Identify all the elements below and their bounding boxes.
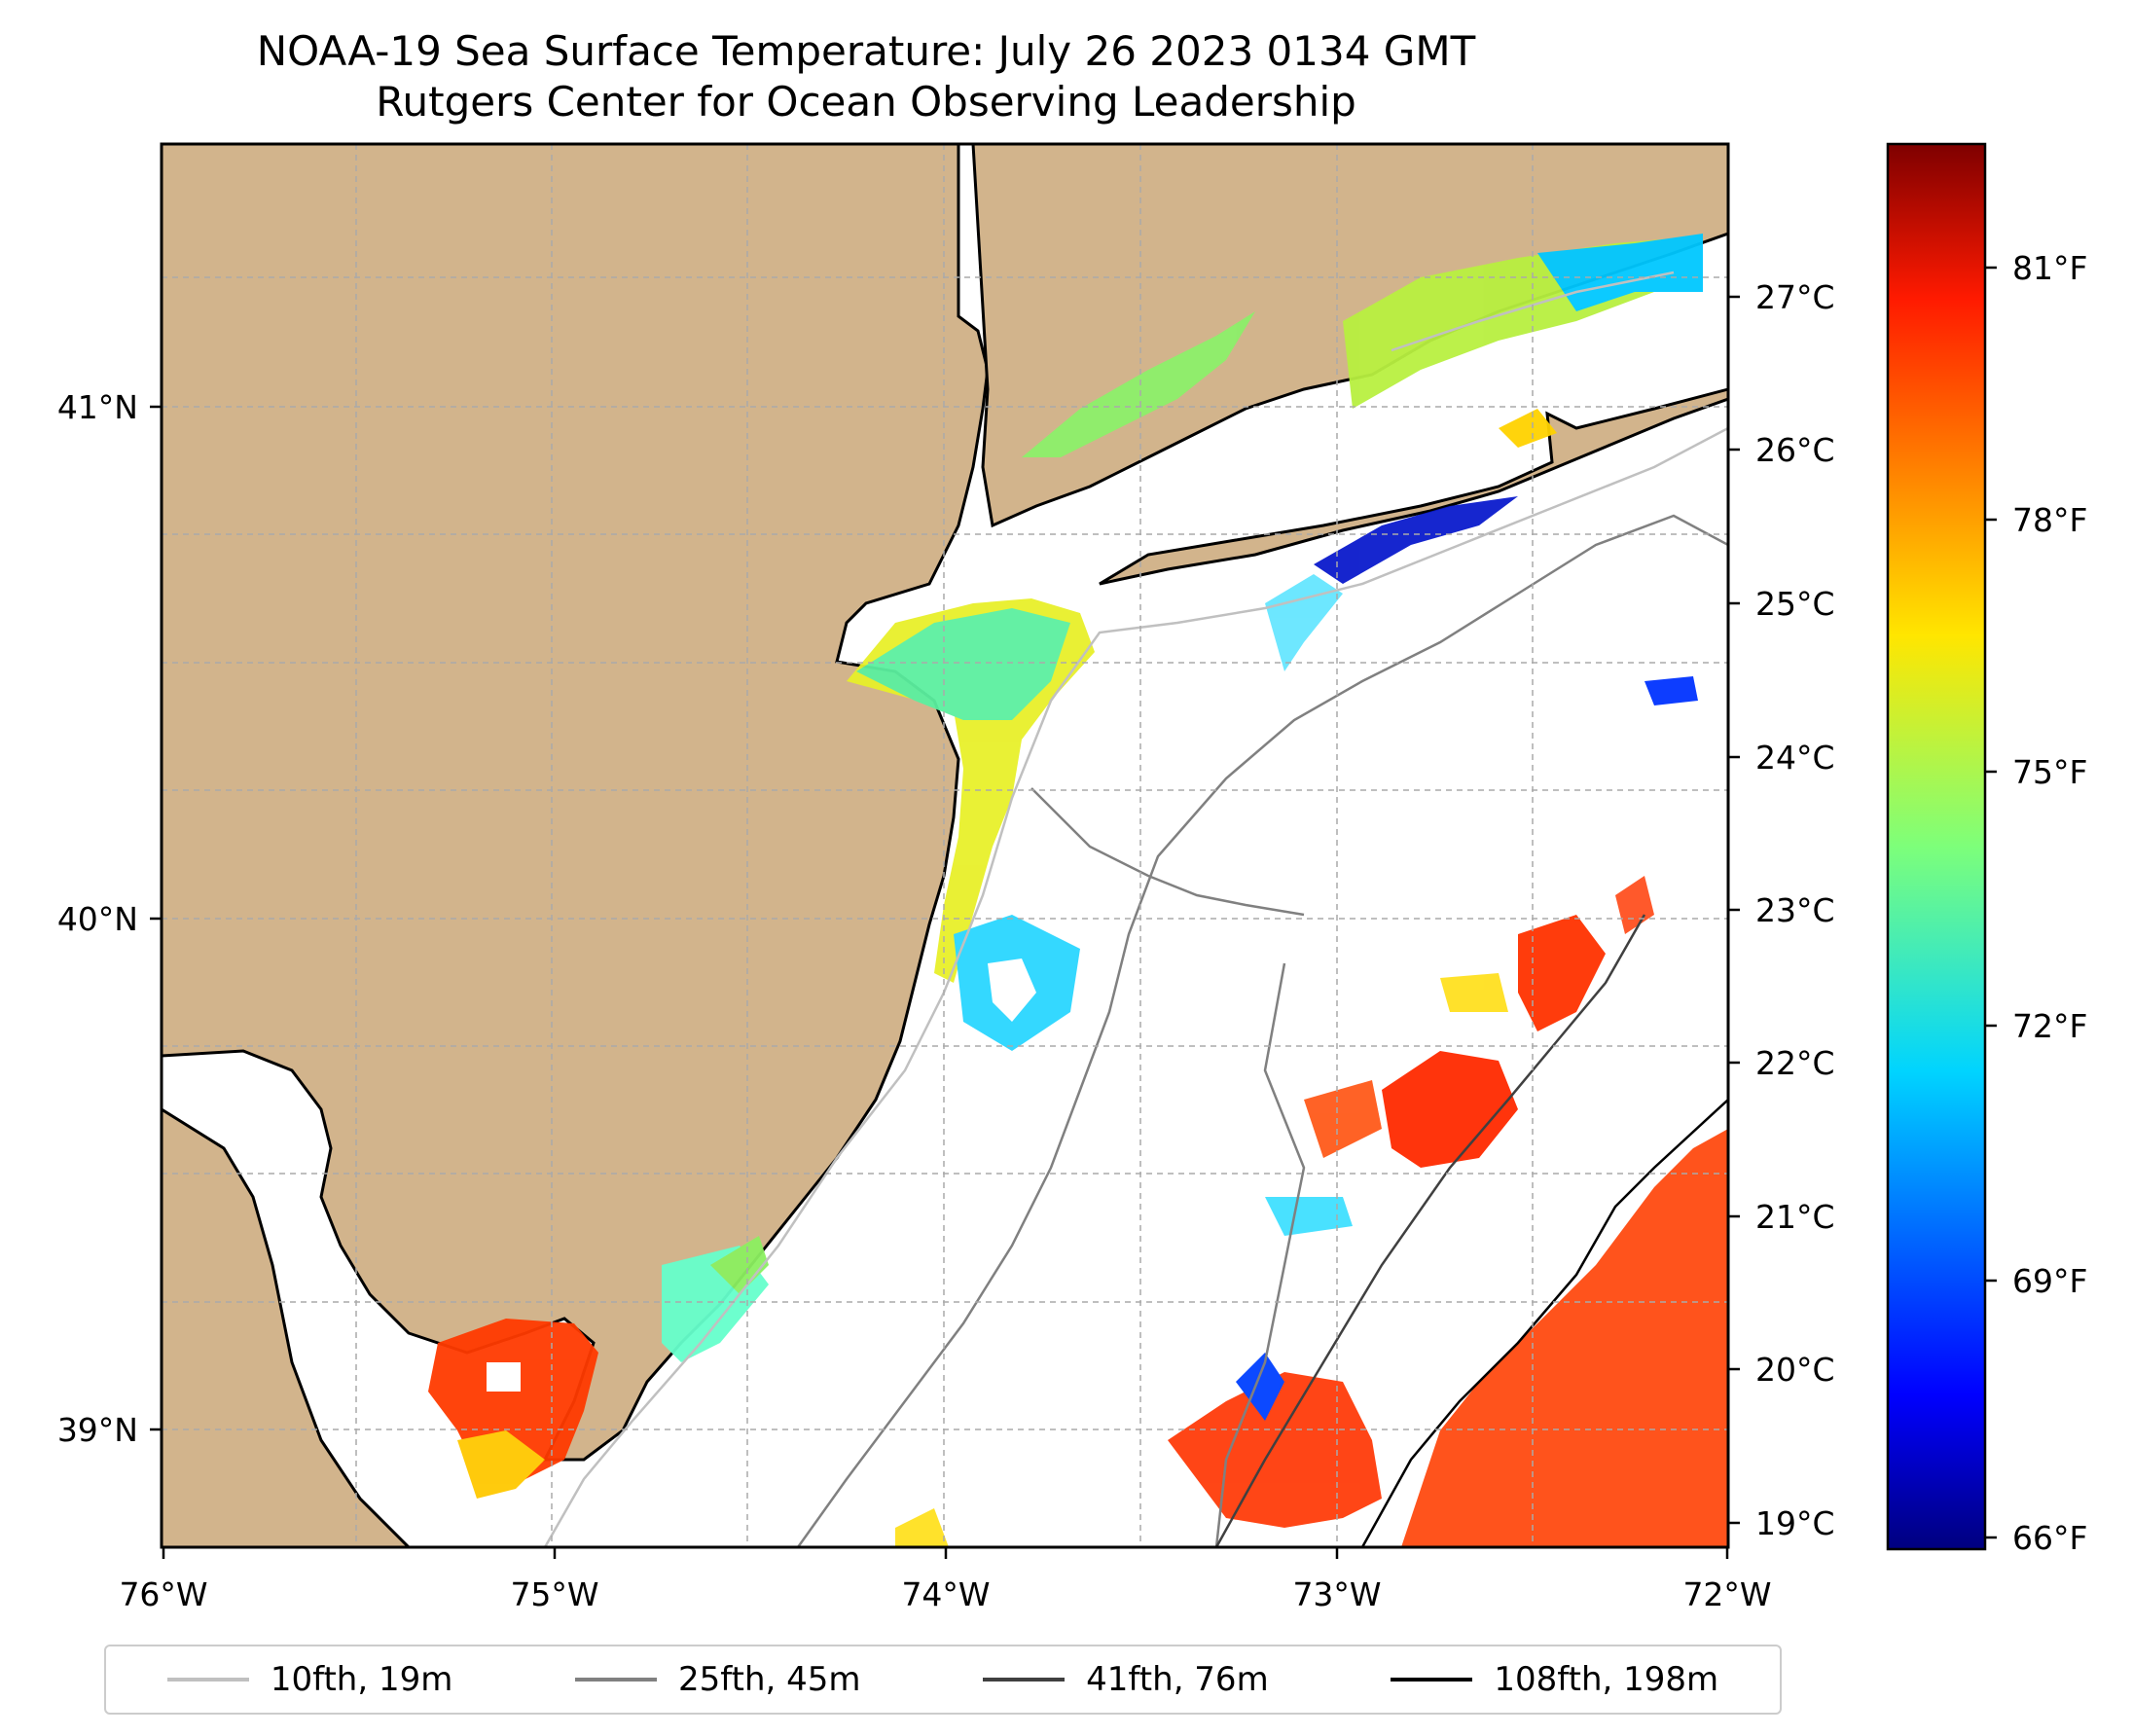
celsius-tick-label: 25°C: [1755, 585, 1835, 623]
lat-tick-label: 40°N: [57, 900, 138, 938]
legend-line-swatch: [983, 1678, 1066, 1682]
fahrenheit-tick-label: 66°F: [2012, 1519, 2087, 1557]
legend-label: 25fth, 45m: [678, 1660, 861, 1699]
celsius-tick-label: 23°C: [1755, 891, 1835, 929]
axis-ticks: [150, 405, 1729, 1559]
lat-tick-label: 41°N: [57, 388, 138, 426]
legend-label: 41fth, 76m: [1086, 1660, 1269, 1699]
land-mainland: [162, 144, 990, 1462]
celsius-axis-ticks: [1728, 295, 1740, 1525]
legend-item-41fth: 41fth, 76m: [983, 1660, 1269, 1699]
lon-tick-label: 73°W: [1292, 1575, 1381, 1613]
fahrenheit-tick-label: 81°F: [2012, 249, 2087, 287]
legend-line-swatch: [1391, 1678, 1473, 1682]
contour-legend: 10fth, 19m 25fth, 45m 41fth, 76m 108fth,…: [104, 1645, 1782, 1715]
celsius-tick-label: 19°C: [1755, 1504, 1835, 1542]
legend-label: 108fth, 198m: [1494, 1660, 1719, 1699]
colorbar: [1886, 142, 1987, 1551]
celsius-tick-label: 26°C: [1755, 431, 1835, 469]
legend-line-swatch: [575, 1678, 657, 1682]
gridlines: [162, 144, 1728, 1547]
fahrenheit-tick-label: 72°F: [2012, 1007, 2087, 1045]
fahrenheit-tick-label: 69°F: [2012, 1262, 2087, 1300]
celsius-tick-label: 27°C: [1755, 278, 1835, 316]
land-long-island: [1099, 387, 1728, 586]
legend-item-108fth: 108fth, 198m: [1391, 1660, 1718, 1699]
legend-item-25fth: 25fth, 45m: [575, 1660, 861, 1699]
map-title: NOAA-19 Sea Surface Temperature: July 26…: [256, 27, 1476, 75]
fahrenheit-tick-label: 78°F: [2012, 501, 2087, 539]
celsius-tick-label: 22°C: [1755, 1044, 1835, 1082]
celsius-tick-label: 24°C: [1755, 739, 1835, 777]
legend-line-swatch: [166, 1678, 249, 1682]
legend-label: 10fth, 19m: [270, 1660, 453, 1699]
map-subtitle: Rutgers Center for Ocean Observing Leade…: [376, 78, 1356, 126]
lon-tick-label: 72°W: [1682, 1575, 1771, 1613]
legend-item-10fth: 10fth, 19m: [166, 1660, 453, 1699]
celsius-tick-label: 20°C: [1755, 1351, 1835, 1389]
celsius-tick-label: 21°C: [1755, 1198, 1835, 1236]
lon-tick-label: 74°W: [901, 1575, 990, 1613]
sst-patches: [428, 234, 1728, 1547]
land-delaware: [162, 1107, 412, 1547]
bathymetry-contours: [543, 271, 1728, 1547]
fahrenheit-tick-label: 75°F: [2012, 753, 2087, 791]
lon-tick-label: 75°W: [510, 1575, 598, 1613]
lon-tick-label: 76°W: [119, 1575, 207, 1613]
fahrenheit-axis-ticks: [1985, 266, 1997, 1539]
lat-tick-label: 39°N: [57, 1411, 138, 1449]
